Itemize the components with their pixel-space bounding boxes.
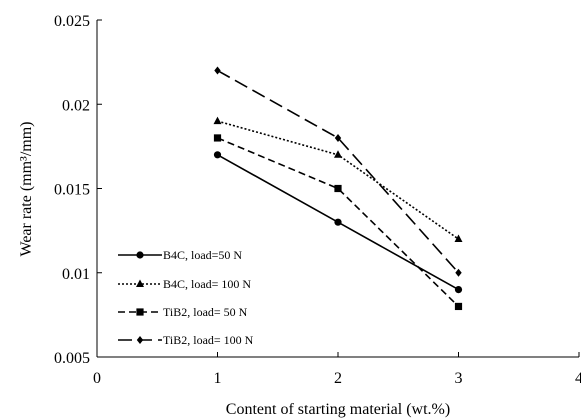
- x-axis-title: Content of starting material (wt.%): [226, 401, 450, 418]
- y-tick-label: 0.02: [62, 97, 90, 114]
- data-point: [454, 234, 463, 243]
- axes: 0 1 2 3 4 0.005 0.01 0.015 0.02 0.025: [54, 13, 581, 387]
- y-tick-label: 0.025: [54, 13, 90, 30]
- x-tick-label: 4: [575, 370, 581, 387]
- data-point: [334, 184, 342, 193]
- y-tick-label: 0.015: [54, 182, 90, 199]
- data-point: [213, 116, 222, 125]
- x-tick-label: 2: [334, 370, 342, 387]
- legend-marker: [136, 251, 144, 259]
- data-point: [454, 302, 463, 311]
- x-tick-label: 3: [455, 370, 463, 387]
- legend: B4C, load=50 N B4C, load= 100 N TiB2, load…: [118, 248, 254, 347]
- legend-label: B4C, load=50 N: [163, 248, 242, 262]
- data-point: [454, 286, 463, 294]
- data-point: [334, 150, 342, 158]
- y-tick-label: 0.005: [54, 350, 90, 367]
- legend-label: B4C, load= 100 N: [163, 277, 251, 291]
- data-point: [213, 134, 222, 142]
- legend-entry: B4C, load= 100 N: [118, 277, 251, 291]
- data-point: [334, 133, 342, 142]
- legend-entry: TiB2, load= 50 N: [118, 305, 248, 319]
- legend-marker: [136, 279, 144, 287]
- legend-marker: [136, 336, 144, 344]
- legend-label: TiB2, load= 100 N: [163, 333, 254, 347]
- series-line: [217, 137, 460, 308]
- legend-marker: [136, 308, 144, 316]
- series-group: [213, 66, 463, 311]
- x-tick-label: 0: [93, 370, 101, 387]
- series-3: [213, 134, 463, 311]
- data-point: [213, 151, 222, 159]
- series-4: [214, 66, 462, 277]
- series-2: [213, 116, 463, 243]
- y-tick-label: 0.01: [62, 266, 90, 283]
- legend-label: TiB2, load= 50 N: [163, 305, 248, 319]
- series-1: [213, 151, 463, 294]
- legend-entry: TiB2, load= 100 N: [118, 333, 254, 347]
- series-line: [217, 69, 460, 274]
- data-point: [334, 218, 342, 226]
- y-axis-title: Wear rate (mm³/mm): [18, 121, 35, 256]
- data-point: [214, 66, 221, 75]
- x-tick-label: 1: [214, 370, 222, 387]
- data-point: [455, 268, 462, 277]
- legend-entry: B4C, load=50 N: [118, 248, 242, 262]
